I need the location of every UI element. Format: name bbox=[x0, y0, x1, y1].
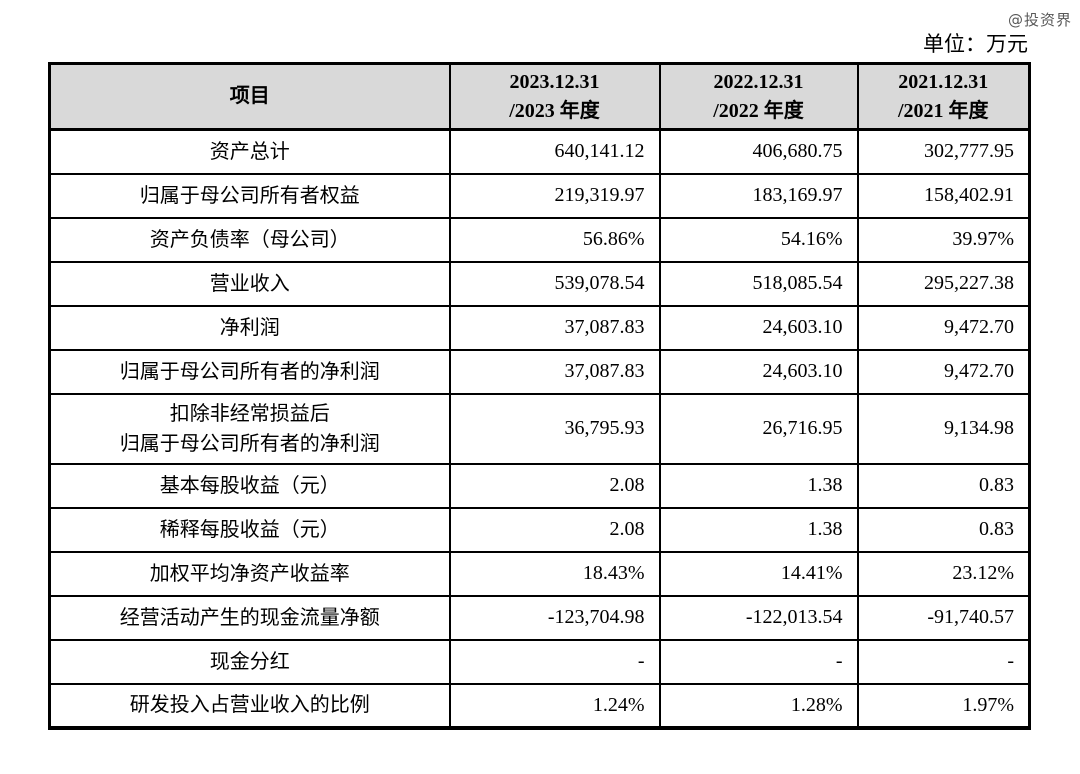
table-body: 资产总计 640,141.12 406,680.75 302,777.95 归属于母公司… bbox=[48, 128, 1031, 729]
table-row: 基本每股收益（元） 2.08 1.38 0.83 bbox=[48, 462, 1031, 509]
row-value: 302,777.95 bbox=[856, 128, 1031, 175]
row-value: 1.38 bbox=[658, 462, 859, 509]
table-row: 资产总计 640,141.12 406,680.75 302,777.95 bbox=[48, 128, 1031, 175]
row-label: 资产负债率（母公司） bbox=[48, 216, 451, 263]
row-value: 640,141.12 bbox=[448, 128, 661, 175]
table-row: 归属于母公司所有者的净利润 37,087.83 24,603.10 9,472.70 bbox=[48, 348, 1031, 395]
table-row: 加权平均净资产收益率 18.43% 14.41% 23.12% bbox=[48, 550, 1031, 597]
header-period-2023: 2023.12.31 /2023 年度 bbox=[448, 62, 661, 131]
row-value: 406,680.75 bbox=[658, 128, 859, 175]
row-value: - bbox=[448, 638, 661, 685]
row-value: 1.24% bbox=[448, 682, 661, 729]
row-value: 9,472.70 bbox=[856, 304, 1031, 351]
table-header: 项目 2023.12.31 /2023 年度 2022.12.31 /2022 … bbox=[48, 62, 1031, 131]
row-value: 2.08 bbox=[448, 462, 661, 509]
row-label: 经营活动产生的现金流量净额 bbox=[48, 594, 451, 641]
header-row: 项目 2023.12.31 /2023 年度 2022.12.31 /2022 … bbox=[48, 62, 1031, 131]
table-row: 资产负债率（母公司） 56.86% 54.16% 39.97% bbox=[48, 216, 1031, 263]
row-value: 24,603.10 bbox=[658, 348, 859, 395]
row-value: 219,319.97 bbox=[448, 172, 661, 219]
row-value: -123,704.98 bbox=[448, 594, 661, 641]
row-label: 归属于母公司所有者的净利润 bbox=[48, 348, 451, 395]
row-value: 18.43% bbox=[448, 550, 661, 597]
row-value: - bbox=[658, 638, 859, 685]
row-value: 37,087.83 bbox=[448, 304, 661, 351]
row-label: 扣除非经常损益后 归属于母公司所有者的净利润 bbox=[48, 392, 451, 465]
table-row: 归属于母公司所有者权益 219,319.97 183,169.97 158,402.9… bbox=[48, 172, 1031, 219]
row-value: 1.28% bbox=[658, 682, 859, 729]
table-row: 现金分红 - - - bbox=[48, 638, 1031, 685]
row-value: 158,402.91 bbox=[856, 172, 1031, 219]
row-label: 稀释每股收益（元） bbox=[48, 506, 451, 553]
header-period-2022: 2022.12.31 /2022 年度 bbox=[658, 62, 859, 131]
row-value: 56.86% bbox=[448, 216, 661, 263]
row-value: 295,227.38 bbox=[856, 260, 1031, 307]
table-row: 经营活动产生的现金流量净额 -123,704.98 -122,013.54 -91,7… bbox=[48, 594, 1031, 641]
row-value: 518,085.54 bbox=[658, 260, 859, 307]
header-period-2021: 2021.12.31 /2021 年度 bbox=[856, 62, 1031, 131]
row-label: 资产总计 bbox=[48, 128, 451, 175]
header-item: 项目 bbox=[48, 62, 451, 131]
table-row: 营业收入 539,078.54 518,085.54 295,227.38 bbox=[48, 260, 1031, 307]
row-label: 研发投入占营业收入的比例 bbox=[48, 682, 451, 729]
row-value: 36,795.93 bbox=[448, 392, 661, 465]
row-value: 9,472.70 bbox=[856, 348, 1031, 395]
row-value: -91,740.57 bbox=[856, 594, 1031, 641]
row-value: 539,078.54 bbox=[448, 260, 661, 307]
row-value: 0.83 bbox=[856, 462, 1031, 509]
row-value: - bbox=[856, 638, 1031, 685]
row-value: 2.08 bbox=[448, 506, 661, 553]
table-row: 净利润 37,087.83 24,603.10 9,472.70 bbox=[48, 304, 1031, 351]
watermark-text: @投资界 bbox=[1007, 11, 1072, 29]
row-value: 37,087.83 bbox=[448, 348, 661, 395]
row-value: 39.97% bbox=[856, 216, 1031, 263]
row-value: -122,013.54 bbox=[658, 594, 859, 641]
row-value: 26,716.95 bbox=[658, 392, 859, 465]
table-row: 扣除非经常损益后 归属于母公司所有者的净利润 36,795.93 26,716.95… bbox=[48, 392, 1031, 465]
unit-label: 单位：万元 bbox=[923, 32, 1028, 56]
row-label: 净利润 bbox=[48, 304, 451, 351]
row-label: 加权平均净资产收益率 bbox=[48, 550, 451, 597]
row-value: 14.41% bbox=[658, 550, 859, 597]
row-label: 归属于母公司所有者权益 bbox=[48, 172, 451, 219]
row-value: 183,169.97 bbox=[658, 172, 859, 219]
row-value: 24,603.10 bbox=[658, 304, 859, 351]
row-value: 1.38 bbox=[658, 506, 859, 553]
row-label: 现金分红 bbox=[48, 638, 451, 685]
row-value: 0.83 bbox=[856, 506, 1031, 553]
table-row: 稀释每股收益（元） 2.08 1.38 0.83 bbox=[48, 506, 1031, 553]
row-label: 营业收入 bbox=[48, 260, 451, 307]
row-value: 9,134.98 bbox=[856, 392, 1031, 465]
row-value: 23.12% bbox=[856, 550, 1031, 597]
row-value: 1.97% bbox=[856, 682, 1031, 729]
row-value: 54.16% bbox=[658, 216, 859, 263]
table-row: 研发投入占营业收入的比例 1.24% 1.28% 1.97% bbox=[48, 682, 1031, 729]
financial-summary-table: 项目 2023.12.31 /2023 年度 2022.12.31 /2022 … bbox=[48, 62, 1031, 730]
row-label: 基本每股收益（元） bbox=[48, 462, 451, 509]
